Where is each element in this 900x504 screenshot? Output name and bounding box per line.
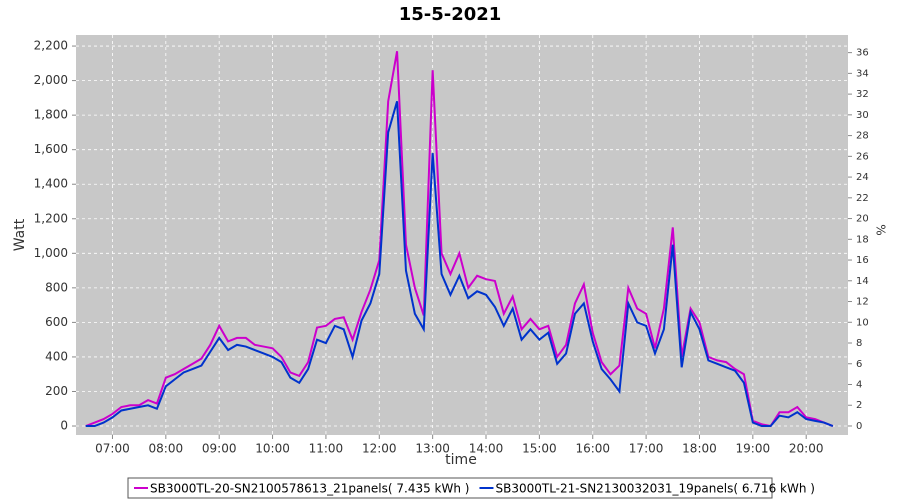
y2-tick-label: 0 [856,421,862,432]
y2-tick-label: 34 [856,68,869,79]
x-tick-label: 11:00 [309,442,344,456]
y-tick-label: 1,000 [34,246,68,260]
x-tick-label: 15:00 [522,442,557,456]
series-line [85,101,834,428]
y-tick-label: 1,600 [34,142,68,156]
chart-title: 15-5-2021 [399,4,502,25]
legend-label: SB3000TL-21-SN2130032031_19panels( 6.716… [495,482,814,496]
y-tick-label: 800 [45,280,68,294]
y2-tick-label: 8 [856,338,862,349]
y2-tick-label: 14 [856,276,869,287]
x-tick-label: 07:00 [95,442,130,456]
y2-axis-label: % [874,224,888,235]
y-tick-label: 2,000 [34,73,68,87]
x-tick-label: 19:00 [736,442,771,456]
legend-label: SB3000TL-20-SN2100578613_21panels( 7.435… [150,482,469,496]
y2-tick-label: 10 [856,317,869,328]
x-tick-label: 13:00 [415,442,450,456]
x-tick-label: 20:00 [789,442,824,456]
y2-tick-label: 22 [856,193,869,204]
y2-tick-label: 32 [856,89,869,100]
x-tick-label: 09:00 [202,442,237,456]
y2-tick-label: 6 [856,359,862,370]
y2-tick-label: 26 [856,151,869,162]
y2-tick-label: 36 [856,48,869,59]
y-tick-label: 400 [45,349,68,363]
y-tick-label: 0 [60,419,68,433]
y2-tick-label: 24 [856,172,869,183]
y-axis-label: Watt [12,218,28,251]
x-tick-label: 14:00 [469,442,504,456]
y-tick-label: 1,200 [34,211,68,225]
plot-area [76,35,848,435]
y2-tick-label: 18 [856,234,869,245]
y2-tick-label: 28 [856,131,869,142]
x-tick-label: 08:00 [149,442,184,456]
y2-tick-label: 12 [856,297,869,308]
x-tick-label: 18:00 [682,442,717,456]
y-tick-label: 1,400 [34,177,68,191]
y-tick-label: 1,800 [34,108,68,122]
y2-tick-label: 30 [856,110,869,121]
x-tick-label: 10:00 [255,442,290,456]
y2-tick-label: 2 [856,400,862,411]
x-tick-label: 12:00 [362,442,397,456]
x-axis-label: time [445,452,477,468]
y-tick-label: 2,200 [34,39,68,53]
y-tick-label: 600 [45,315,68,329]
x-tick-label: 17:00 [629,442,664,456]
x-tick-label: 16:00 [575,442,610,456]
y2-tick-label: 20 [856,214,869,225]
y2-tick-label: 4 [856,379,862,390]
y-tick-label: 200 [45,384,68,398]
y2-tick-label: 16 [856,255,869,266]
legend [127,477,773,499]
